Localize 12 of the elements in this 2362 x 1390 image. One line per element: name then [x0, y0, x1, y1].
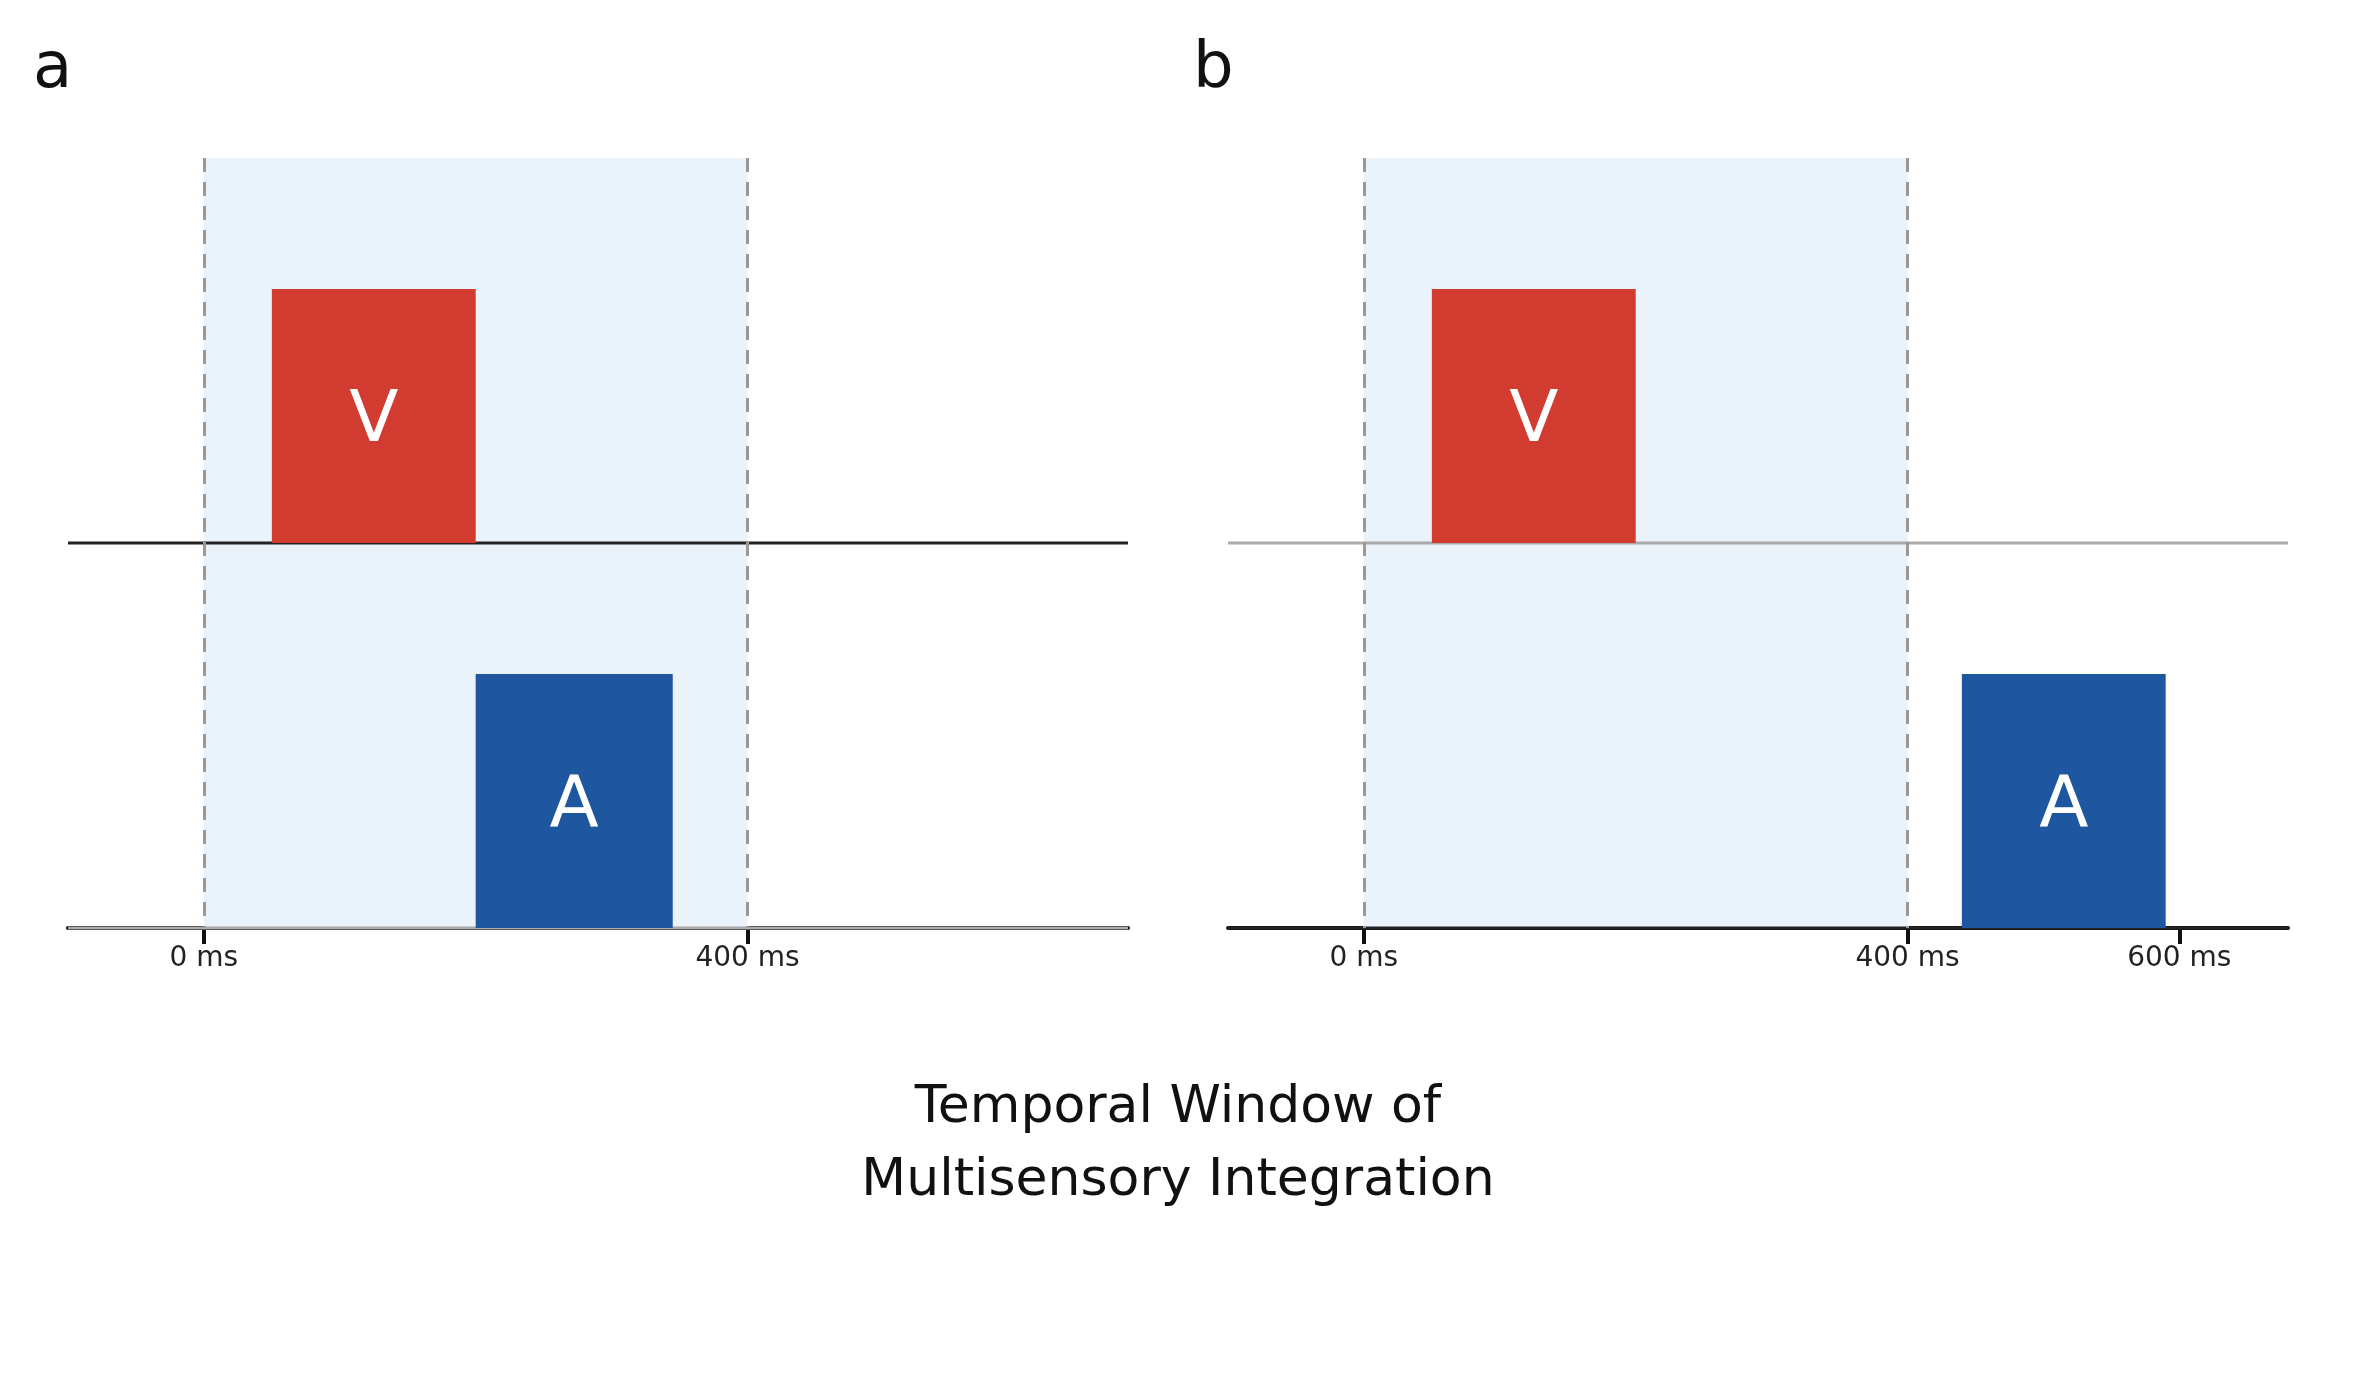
x-tick-label: 600 ms: [2127, 939, 2232, 973]
y-tick-label: A: [2039, 758, 2089, 843]
x-tick-label: 400 ms: [695, 939, 800, 973]
chart-title: a: [33, 28, 73, 102]
x-tick-label: 0 ms: [169, 939, 239, 973]
x-tick-label: 400 ms: [1855, 939, 1960, 973]
x-tick-label: 0 ms: [1329, 939, 1399, 973]
y-tick-label: V: [349, 373, 399, 458]
chart-title: b: [1193, 28, 1234, 102]
y-tick-label: V: [1509, 373, 1559, 458]
y-tick-label: A: [549, 758, 599, 843]
text: Temporal Window of Multisensory Integration: [860, 1073, 1496, 1209]
